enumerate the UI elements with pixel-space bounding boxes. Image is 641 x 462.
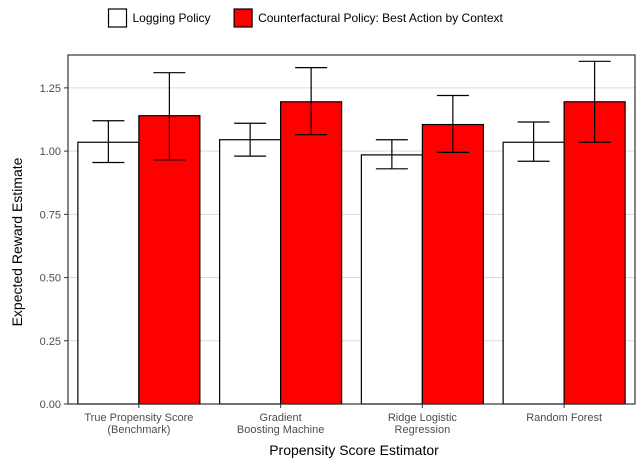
- x-tick-label: Regression: [395, 424, 451, 436]
- x-tick-label: Random Forest: [526, 412, 602, 424]
- legend-key: [233, 8, 253, 28]
- bar: [421, 123, 484, 405]
- bar: [502, 141, 565, 405]
- axes: 0.00 0.25 0.50 0.75 1.00 1.25 True Propensity …: [40, 54, 636, 436]
- legend-label: Counterfactural Policy: Best Action by C…: [258, 11, 503, 25]
- plot-border: [67, 54, 636, 405]
- legend-label: Logging Policy: [133, 11, 211, 25]
- x-tick-label: True Propensity Score: [84, 412, 193, 424]
- y-tick-label: 0.00: [40, 399, 61, 411]
- legend: Logging Policy Counterfactural Policy: Be…: [107, 8, 504, 28]
- y-tick-label: 0.25: [40, 336, 61, 348]
- x-tick-label: (Benchmark): [107, 424, 170, 436]
- x-tick-label: Gradient: [260, 412, 302, 424]
- x-tick-label: Ridge Logistic: [388, 412, 458, 424]
- y-tick-label: 1.25: [40, 83, 61, 95]
- legend-key: [107, 8, 128, 28]
- bar: [563, 101, 626, 405]
- x-tick-label: Boosting Machine: [237, 424, 324, 436]
- bars: [77, 101, 626, 405]
- bar: [77, 141, 140, 405]
- bar: [360, 154, 423, 405]
- error-bars: [92, 60, 611, 170]
- y-tick-label: 0.75: [40, 209, 61, 221]
- bar: [219, 139, 282, 405]
- y-tick-label: 0.50: [40, 273, 61, 285]
- y-axis-title: Expected Reward Estimate: [9, 157, 25, 326]
- bar: [280, 101, 343, 405]
- y-tick-label: 1.00: [40, 146, 61, 158]
- x-axis-title: Propensity Score Estimator: [269, 442, 439, 458]
